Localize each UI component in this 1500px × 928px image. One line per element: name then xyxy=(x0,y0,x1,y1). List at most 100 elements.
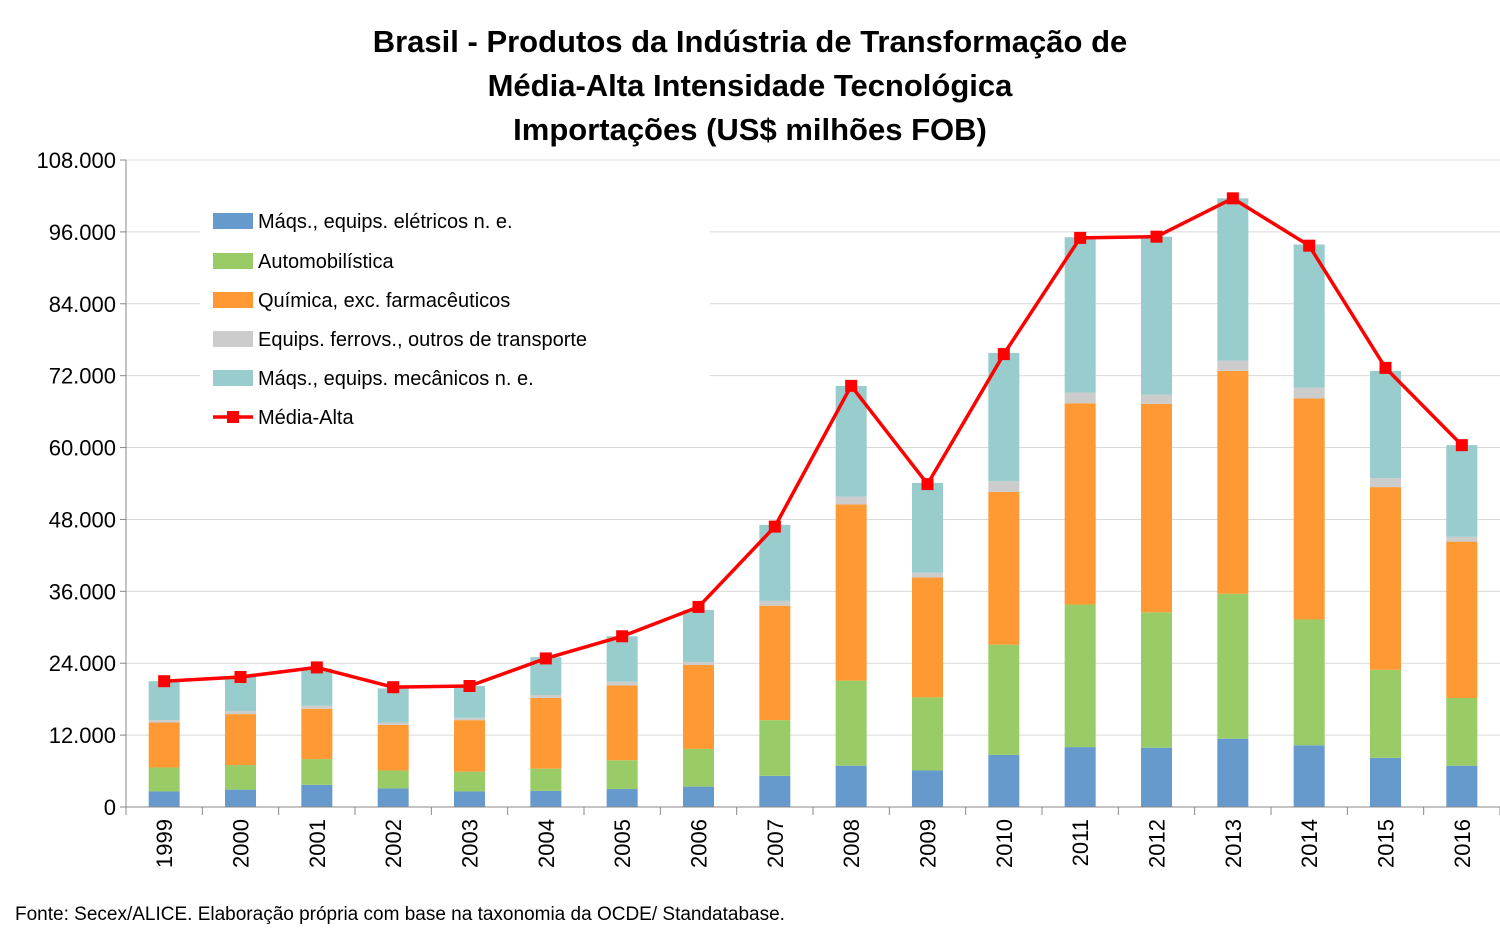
bar-segment-0 xyxy=(606,789,638,807)
x-tick-label: 1999 xyxy=(152,819,177,868)
bar-segment-3 xyxy=(1141,394,1172,404)
bar-segment-3 xyxy=(1446,536,1478,542)
y-tick-label: 60.000 xyxy=(49,436,116,461)
chart-title-line: Importações (US$ milhões FOB) xyxy=(513,112,987,147)
legend-background xyxy=(200,198,710,443)
bar-segment-2 xyxy=(1446,541,1478,698)
bar-segment-1 xyxy=(225,765,256,790)
bar-segment-4 xyxy=(377,688,409,723)
bar-segment-4 xyxy=(1293,244,1325,388)
bar-segment-4 xyxy=(1370,370,1401,479)
bar-segment-4 xyxy=(148,681,180,721)
x-tick-label: 2008 xyxy=(839,819,864,868)
bar-segment-2 xyxy=(377,724,409,771)
x-tick-label: 2014 xyxy=(1297,819,1322,868)
y-tick-label: 96.000 xyxy=(49,220,116,245)
bar-segment-4 xyxy=(912,482,943,573)
x-tick-label: 2001 xyxy=(305,819,330,868)
legend-label: Máqs., equips. mecânicos n. e. xyxy=(258,368,534,390)
bar-segment-2 xyxy=(454,720,485,772)
x-tick-label: 2002 xyxy=(381,819,406,868)
bar-segment-1 xyxy=(454,771,485,792)
bar-segment-2 xyxy=(530,697,562,769)
chart-title: Brasil - Produtos da Indústria de Transf… xyxy=(373,24,1128,147)
bar-segment-3 xyxy=(912,572,943,578)
bar-segment-2 xyxy=(988,491,1020,645)
bar-segment-0 xyxy=(454,791,485,807)
x-tick-label: 2011 xyxy=(1068,819,1093,866)
line-marker xyxy=(387,681,400,694)
bar-segment-2 xyxy=(225,714,256,766)
line-marker xyxy=(310,661,323,674)
legend-swatch xyxy=(213,292,253,308)
bar-segment-1 xyxy=(988,644,1020,755)
x-tick-label: 2000 xyxy=(229,819,254,868)
bar-segment-0 xyxy=(1293,745,1325,807)
y-tick-label: 48.000 xyxy=(49,507,116,532)
bar-segment-4 xyxy=(1064,237,1096,393)
bar-segment-2 xyxy=(301,708,333,760)
bar-segment-0 xyxy=(1446,765,1478,807)
legend-line-marker xyxy=(227,411,239,423)
bar-segment-1 xyxy=(835,680,867,766)
bar-segment-2 xyxy=(1141,403,1172,613)
line-marker xyxy=(234,671,247,684)
legend-label: Automobilística xyxy=(258,251,394,273)
bar-segment-1 xyxy=(1064,604,1096,748)
bar-segment-1 xyxy=(1293,619,1325,746)
bar-segment-2 xyxy=(606,685,638,761)
x-tick-label: 2016 xyxy=(1450,819,1475,868)
y-tick-label: 108.000 xyxy=(36,148,116,173)
bar-segment-4 xyxy=(606,636,638,682)
legend-swatch xyxy=(213,331,253,347)
bar-segment-3 xyxy=(377,722,409,725)
bars xyxy=(148,198,1478,807)
bar-segment-0 xyxy=(530,790,562,807)
bar-segment-1 xyxy=(1370,669,1401,758)
bar-segment-1 xyxy=(1217,593,1249,739)
bar-segment-1 xyxy=(301,759,333,785)
bar-segment-0 xyxy=(1064,747,1096,807)
line-marker xyxy=(845,379,858,392)
bar-segment-2 xyxy=(1370,487,1401,670)
bar-segment-4 xyxy=(1446,445,1478,537)
chart-title-line: Média-Alta Intensidade Tecnológica xyxy=(488,68,1014,103)
legend-swatch xyxy=(213,253,253,269)
bar-segment-1 xyxy=(683,748,714,787)
bar-segment-0 xyxy=(1217,738,1249,807)
bar-segment-3 xyxy=(606,681,638,686)
line-marker xyxy=(1226,192,1239,205)
line-marker xyxy=(1303,239,1316,252)
legend-label: Máqs., equips. elétricos n. e. xyxy=(258,211,513,233)
bar-segment-2 xyxy=(1293,398,1325,620)
line-marker xyxy=(997,348,1010,361)
bar-segment-3 xyxy=(1293,387,1325,399)
line-marker xyxy=(1455,439,1468,452)
bar-segment-4 xyxy=(301,668,333,706)
bar-segment-4 xyxy=(1141,236,1172,395)
legend-swatch xyxy=(213,213,253,229)
bar-segment-1 xyxy=(912,697,943,771)
y-tick-label: 12.000 xyxy=(49,723,116,748)
x-tick-label: 2013 xyxy=(1221,819,1246,868)
legend-label: Equips. ferrovs., outros de transporte xyxy=(258,329,587,351)
x-tick-label: 2009 xyxy=(916,819,941,868)
bar-segment-2 xyxy=(759,605,791,721)
bar-segment-1 xyxy=(1141,612,1172,748)
y-tick-label: 24.000 xyxy=(49,651,116,676)
bar-segment-1 xyxy=(1446,697,1478,766)
line-marker xyxy=(539,652,552,665)
bar-segment-0 xyxy=(1141,747,1172,807)
bar-segment-3 xyxy=(454,717,485,721)
y-tick-label: 36.000 xyxy=(49,579,116,604)
bar-segment-4 xyxy=(1217,198,1249,361)
bar-segment-3 xyxy=(835,496,867,505)
bar-segment-1 xyxy=(148,767,180,792)
x-tick-label: 2003 xyxy=(458,819,483,868)
bar-segment-1 xyxy=(606,760,638,790)
bar-segment-1 xyxy=(377,770,409,789)
legend: Máqs., equips. elétricos n. e. Automobilí… xyxy=(200,198,710,443)
bar-segment-0 xyxy=(301,784,333,807)
bar-segment-0 xyxy=(377,788,409,807)
bar-segment-3 xyxy=(1064,392,1096,404)
